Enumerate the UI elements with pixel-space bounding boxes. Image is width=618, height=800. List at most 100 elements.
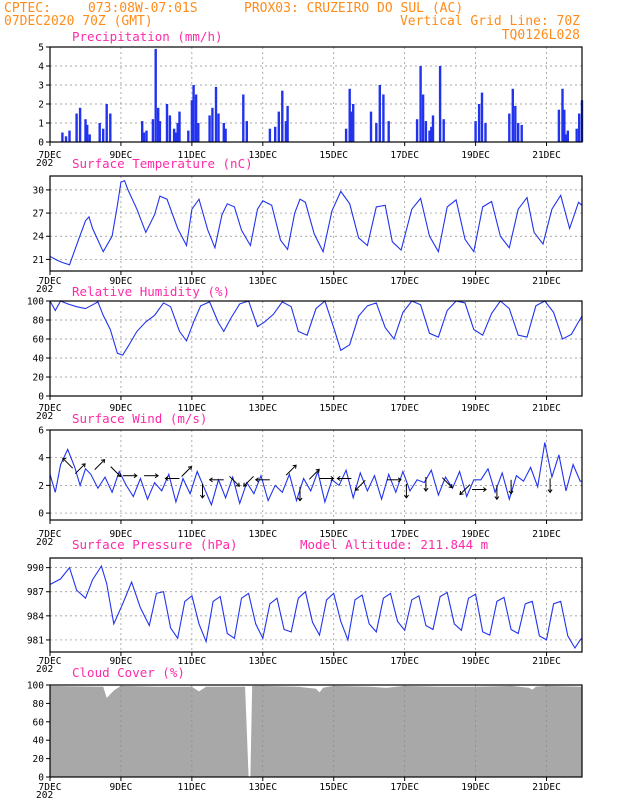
x-tick-label: 9DEC (109, 276, 132, 287)
precip-bar (281, 90, 284, 142)
wind-arrow-head (117, 472, 122, 478)
precip-bar (222, 123, 225, 142)
wind-arrow (319, 475, 335, 481)
header-grid-note: Vertical Grid Line: 70Z (400, 14, 580, 29)
precip-bar (174, 132, 178, 142)
wind-arrow (164, 475, 180, 481)
year-fragment: 202 (36, 284, 53, 295)
precip-bar (415, 119, 419, 142)
wind-arrow-head (330, 475, 335, 481)
wind-arrow-shaft (110, 466, 121, 477)
precip-bar (78, 107, 82, 142)
y-tick-label: 40 (33, 354, 45, 365)
wind-arrow (441, 477, 453, 489)
x-tick-label: 7DEC (39, 150, 62, 161)
wind-arrow (181, 466, 193, 477)
series-line (49, 300, 583, 356)
year-fragment: 202 (36, 537, 53, 548)
precip-bar (369, 111, 373, 142)
precip-bar (109, 113, 112, 142)
x-tick-label: 21DEC (532, 403, 561, 414)
y-tick-label: 981 (27, 635, 44, 646)
precip-bar (508, 113, 511, 142)
x-tick-label: 13DEC (248, 529, 277, 540)
panel-frame (49, 429, 583, 521)
wind-arrow (122, 473, 138, 479)
x-tick-label: 13DEC (248, 782, 277, 793)
precip-bar (274, 126, 277, 142)
x-tick-label: 21DEC (532, 782, 561, 793)
x-tick-label: 7DEC (39, 529, 62, 540)
wind-arrow-head (397, 477, 402, 483)
precip-bar (168, 115, 172, 142)
wind-arrow (494, 485, 500, 501)
precip-bar (421, 94, 425, 142)
wind-arrow-head (254, 477, 259, 483)
precip-bar (172, 128, 176, 142)
precip-bar (438, 66, 442, 142)
precip-bar (105, 104, 108, 142)
wind-arrow (354, 480, 366, 491)
panel-frame (49, 175, 583, 272)
x-tick-label: 19DEC (461, 150, 490, 161)
wind-arrow-shaft (94, 459, 105, 470)
panel-title: Surface Temperature (nC) (72, 156, 253, 171)
wind-arrow (62, 457, 74, 469)
wind-arrow (547, 478, 553, 494)
precip-bar (197, 123, 200, 142)
panel-frame (49, 300, 583, 397)
wind-arrow-head (154, 473, 159, 479)
cloud-area (50, 685, 582, 777)
x-tick-label: 13DEC (248, 276, 277, 287)
y-tick-label: 4 (38, 453, 44, 464)
panel-title: Precipitation (mm/h) (72, 29, 223, 44)
x-tick-label: 21DEC (532, 656, 561, 667)
precip-bar (474, 121, 477, 142)
precip-bar (477, 104, 481, 142)
precip-bar (382, 94, 385, 142)
x-tick-label: 17DEC (390, 403, 419, 414)
x-tick-label: 17DEC (390, 150, 419, 161)
precip-bar (286, 105, 289, 142)
x-tick-label: 21DEC (532, 150, 561, 161)
wind-arrow-head (187, 466, 193, 471)
x-tick-label: 11DEC (178, 150, 207, 161)
precip-bar (352, 104, 355, 142)
precip-bar (442, 119, 445, 142)
precip-bar (98, 123, 101, 142)
precip-bar (419, 66, 422, 142)
x-tick-label: 21DEC (532, 276, 561, 287)
wind-arrow-shaft (181, 466, 192, 477)
precip-bar (517, 123, 520, 142)
x-tick-label: 9DEC (109, 529, 132, 540)
precip-bar (165, 104, 169, 142)
wind-arrow (229, 475, 241, 487)
precip-bar (75, 113, 78, 142)
precip-bar (145, 130, 148, 142)
wind-arrow (94, 459, 106, 470)
panel-0: 0 1 2 3 4 5 7DEC 9DEC 11DEC 13DEC 15DEC 17DEC 19DEC 2… (36, 29, 584, 169)
x-tick-label: 15DEC (319, 529, 348, 540)
precip-bar (564, 134, 568, 142)
y-tick-label: 80 (33, 699, 45, 710)
x-tick-label: 17DEC (390, 656, 419, 667)
precip-bar (575, 128, 578, 142)
precip-bar (88, 134, 91, 142)
wind-arrow (403, 483, 409, 499)
x-tick-label: 15DEC (319, 782, 348, 793)
panel-title: Surface Pressure (hPa) (72, 537, 238, 552)
x-tick-label: 7DEC (39, 276, 62, 287)
panel-title: Cloud Cover (%) (72, 665, 185, 680)
panel-4: 981 984 987 990 7DEC 9DEC 11DEC 13DEC 15DEC 17DEC… (27, 537, 583, 675)
y-tick-label: 21 (33, 255, 45, 266)
wind-arrow (254, 477, 270, 483)
precip-bar (350, 111, 353, 142)
precip-bar (511, 88, 514, 142)
y-tick-label: 3 (38, 81, 44, 92)
x-tick-label: 17DEC (390, 276, 419, 287)
wind-arrow-shaft (308, 469, 320, 480)
precip-bar (344, 128, 348, 142)
precip-bar (430, 126, 433, 142)
wind-arrow (199, 483, 206, 499)
y-tick-label: 27 (33, 209, 44, 220)
